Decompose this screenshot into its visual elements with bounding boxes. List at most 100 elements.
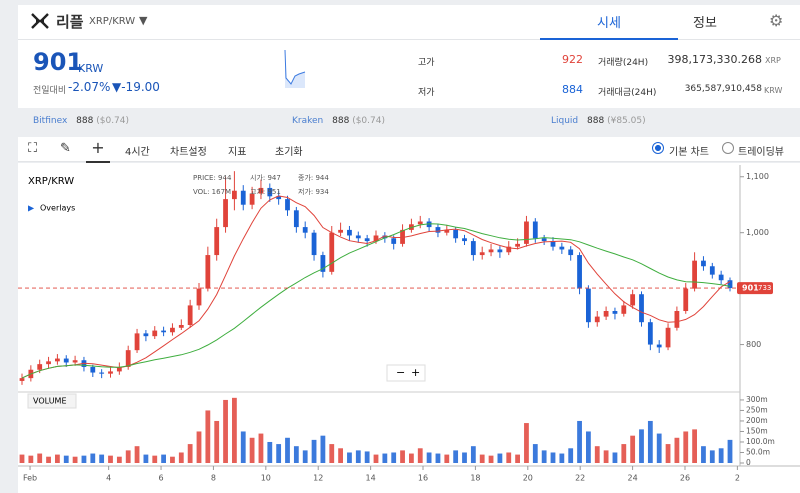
volume-bar — [55, 454, 60, 463]
volume-bar — [453, 450, 459, 463]
candle-body — [727, 280, 733, 289]
interval[interactable]: 4시간 — [125, 147, 150, 158]
candle-body — [656, 344, 662, 348]
volume-bar — [382, 453, 388, 463]
candle-body — [665, 327, 671, 348]
volume-bar — [28, 455, 34, 463]
option[interactable]: 기본 차트 — [669, 147, 709, 158]
candle-body — [603, 311, 609, 317]
candle-body — [515, 243, 520, 247]
candle-body — [152, 330, 158, 337]
candle-body — [586, 288, 591, 323]
candle-body — [223, 199, 228, 228]
volume-tick-label: 0 — [746, 458, 751, 467]
zoom-out[interactable]: − — [396, 366, 405, 379]
volume-bar — [108, 455, 113, 463]
volume-tick-label: 100.0m — [746, 437, 775, 446]
draw-icon[interactable]: ✎ — [60, 141, 71, 156]
volume-bar — [240, 431, 246, 463]
exchange-name: Bitfinex — [33, 116, 68, 126]
volume-bar — [347, 452, 352, 463]
candle-body — [134, 333, 140, 351]
candle-body — [232, 190, 237, 200]
x-tick-label: 22 — [575, 474, 585, 483]
price-tag-value: 901 — [742, 284, 759, 293]
overlays-arrow[interactable]: ▶ — [28, 204, 35, 213]
candle-body — [488, 249, 494, 253]
candle-body — [311, 232, 317, 256]
coin-name: 리플 — [56, 13, 84, 31]
volume-bar — [701, 446, 706, 463]
radio[interactable] — [722, 142, 734, 154]
volume-bar — [612, 452, 618, 463]
exchanges: Kraken 888 ($0.74) — [292, 116, 385, 126]
option[interactable]: 트레이딩뷰 — [738, 147, 784, 158]
volume-bar — [205, 410, 211, 463]
candle-body — [382, 235, 388, 239]
high: 922 — [562, 53, 583, 66]
candle-body — [630, 294, 636, 306]
candle-body — [497, 249, 503, 253]
exchanges: Liquid 888 (¥85.05) — [551, 116, 646, 126]
overlays[interactable]: Overlays — [40, 204, 75, 213]
low-label: 저가 — [418, 88, 435, 98]
candle-body — [559, 246, 565, 250]
settings-icon[interactable]: ⚙ — [769, 11, 784, 30]
volume-bar — [718, 448, 724, 463]
volume-bar — [134, 446, 140, 463]
change-label: 전일대비 — [33, 86, 67, 96]
volume-bar — [559, 453, 565, 463]
volume-tick-label: 250m — [746, 405, 768, 414]
volume-bar — [541, 450, 547, 463]
volume-tick-label: 300m — [746, 395, 768, 404]
radio-selected[interactable] — [652, 142, 664, 154]
candle-body — [426, 221, 432, 228]
logo — [31, 13, 49, 29]
volume-title: VOLUME — [33, 397, 67, 406]
crosshair-icon[interactable]: + — [86, 137, 110, 163]
volume-bar — [72, 456, 78, 463]
exchange-sub: ($0.74) — [352, 116, 385, 126]
x-tick-label: 4 — [106, 474, 111, 483]
volume-bar — [161, 454, 166, 463]
candle-body — [125, 350, 131, 367]
volume-bar — [355, 450, 361, 463]
volume-bar — [639, 429, 644, 463]
candle-body — [541, 238, 547, 242]
candle-body — [258, 187, 264, 194]
exchange-price: 888 — [332, 116, 350, 126]
volume-bar — [506, 452, 512, 463]
margin — [0, 163, 18, 493]
x-tick-label: 24 — [627, 474, 637, 483]
x-tick-label: 14 — [366, 474, 376, 483]
fullscreen-icon[interactable]: ⛶ — [28, 141, 38, 156]
x-tick-label: 12 — [313, 474, 323, 483]
y-tick-label: 1,000 — [746, 228, 769, 237]
reset[interactable]: 초기화 — [275, 147, 303, 158]
candle-body — [453, 229, 459, 239]
candle-body — [479, 252, 485, 256]
tab[interactable]: 정보 — [693, 16, 717, 31]
candle-body — [444, 229, 450, 233]
volume-bar — [46, 456, 51, 463]
moving-average — [21, 195, 731, 379]
change-abs: ▼-19.00 — [112, 80, 160, 94]
chart-settings[interactable]: 차트설정 — [170, 147, 207, 158]
coin-dropdown[interactable]: ▼ — [139, 14, 148, 27]
candle-body — [285, 199, 290, 211]
zoom-in[interactable]: + — [411, 366, 420, 379]
y-tick-label: 800 — [746, 340, 761, 349]
exchange-price: 888 — [587, 116, 605, 126]
volume-bar — [143, 454, 149, 463]
candle-body — [718, 274, 724, 281]
volume-bar — [373, 454, 379, 463]
chart-title: XRP/KRW — [28, 176, 74, 187]
volume-bar — [409, 453, 414, 463]
volume-bar — [187, 444, 193, 463]
candle-body — [249, 193, 255, 205]
tab-active[interactable]: 시세 — [540, 12, 678, 40]
indicators[interactable]: 지표 — [228, 147, 247, 158]
x-tick-label: Feb — [23, 474, 37, 483]
candle-body — [462, 238, 467, 242]
candle-body — [338, 229, 343, 233]
